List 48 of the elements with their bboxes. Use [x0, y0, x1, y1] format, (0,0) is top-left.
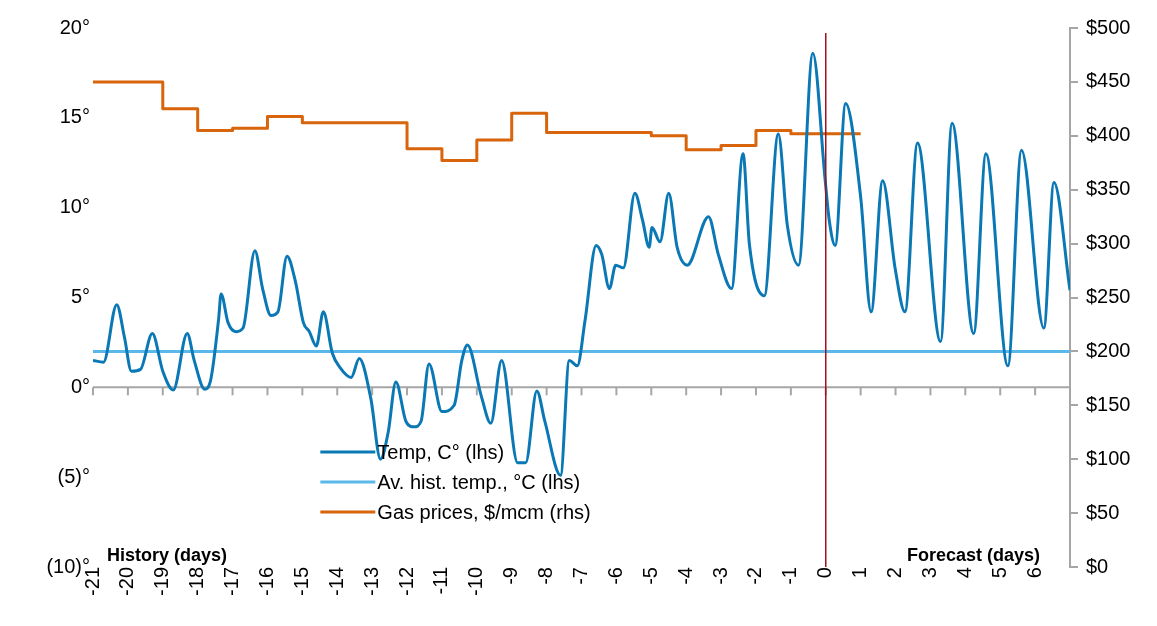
- y2-tick-label: $400: [1086, 123, 1131, 146]
- y-tick-label: 20°: [59, 15, 90, 38]
- y2-tick-label: $150: [1086, 392, 1131, 415]
- x-tick-label: -10: [464, 567, 487, 596]
- y2-tick-label: $0: [1086, 554, 1109, 577]
- x-tick-label: 0: [813, 567, 836, 579]
- x-tick-label: -19: [150, 567, 173, 596]
- y-tick-label: 0°: [70, 374, 90, 397]
- x-tick-label: -17: [220, 567, 243, 596]
- x-tick-label: -13: [359, 567, 382, 596]
- x-tick-label: -7: [569, 567, 592, 585]
- x-tick-label: -3: [708, 567, 731, 585]
- x-tick-label: 5: [987, 567, 1010, 579]
- x-tick-label: 6: [1022, 567, 1045, 579]
- x-tick-label: -9: [499, 567, 522, 585]
- y2-tick-label: $100: [1086, 446, 1131, 469]
- y-tick-label: 5°: [70, 285, 90, 308]
- legend-label: Gas prices, $/mcm (rhs): [377, 500, 591, 523]
- y-tick-label: 10°: [59, 195, 90, 218]
- x-tick-label: -16: [254, 567, 277, 596]
- x-tick-label: 4: [952, 567, 975, 579]
- legend-label: Av. hist. temp., °C (lhs): [377, 470, 581, 493]
- y2-tick-label: $450: [1086, 69, 1131, 92]
- annotation: History (days): [107, 544, 228, 565]
- x-tick-label: -11: [429, 567, 452, 595]
- y2-tick-label: $200: [1086, 338, 1131, 361]
- y-tick-label: 15°: [59, 105, 90, 128]
- y-tick-label: (5)°: [57, 464, 90, 487]
- y2-tick-label: $500: [1086, 15, 1131, 38]
- x-tick-label: 2: [883, 567, 906, 579]
- x-tick-label: -20: [115, 567, 138, 596]
- y2-tick-label: $50: [1086, 500, 1120, 523]
- annotation: Forecast (days): [906, 544, 1040, 565]
- x-tick-label: -12: [394, 567, 417, 596]
- y2-tick-label: $350: [1086, 177, 1131, 200]
- x-tick-label: -18: [185, 567, 208, 596]
- x-tick-label: -15: [289, 567, 312, 596]
- y2-tick-label: $250: [1086, 285, 1131, 308]
- x-tick-label: -5: [638, 567, 661, 585]
- x-tick-label: -4: [673, 567, 696, 585]
- x-tick-label: -14: [324, 567, 347, 596]
- x-tick-label: 1: [848, 567, 871, 579]
- x-tick-label: 3: [917, 567, 940, 579]
- x-tick-label: -6: [603, 567, 626, 585]
- x-tick-label: -1: [778, 567, 801, 585]
- x-tick-label: -8: [534, 567, 557, 585]
- x-tick-label: -2: [743, 567, 766, 585]
- y2-tick-label: $300: [1086, 231, 1131, 254]
